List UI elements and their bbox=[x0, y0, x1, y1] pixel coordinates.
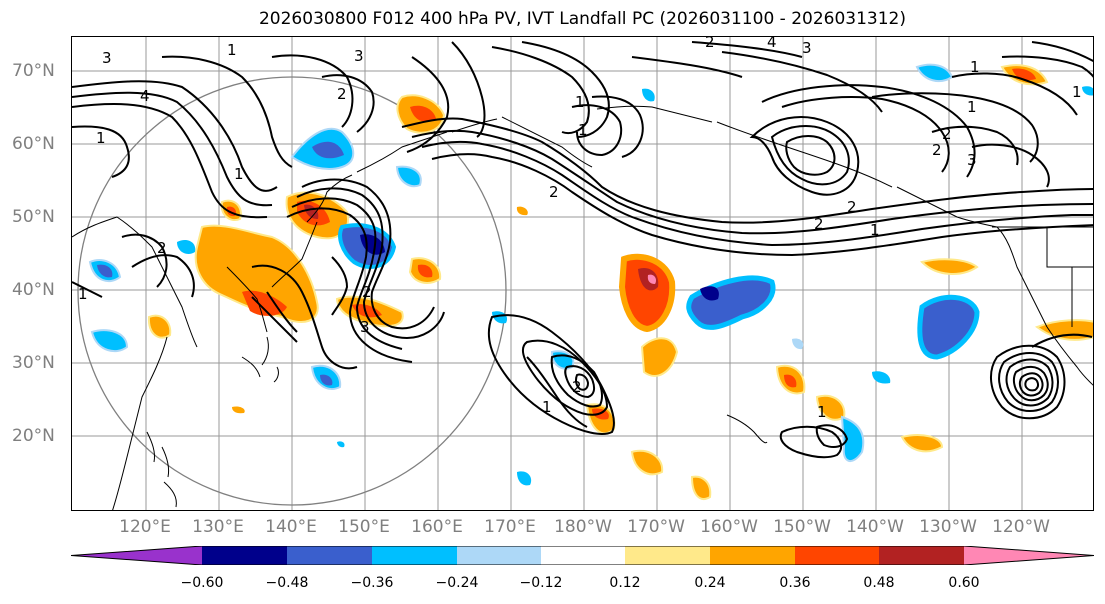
lon-label-170w: 170°W bbox=[627, 517, 685, 537]
colorbar-swatch-5 bbox=[541, 546, 625, 565]
contour-labels: 3 4 1 1 2 3 2 1 1 2 3 1 2 4 3 1 1 2 2 3 … bbox=[78, 37, 1082, 421]
lon-label-140e: 140°E bbox=[265, 517, 317, 537]
lon-label-160e: 160°E bbox=[411, 517, 463, 537]
contour-label: 1 bbox=[227, 41, 237, 59]
colorbar-swatch-9 bbox=[879, 546, 964, 565]
lon-label-150e: 150°E bbox=[338, 517, 390, 537]
contour-label: 4 bbox=[767, 37, 777, 51]
colorbar-tick-label: 0.12 bbox=[609, 575, 641, 591]
colorbar-swatch-4 bbox=[457, 546, 541, 565]
contour-label: 1 bbox=[967, 98, 977, 116]
pv-positive-anomalies bbox=[147, 64, 1093, 500]
colorbar-swatch-8 bbox=[795, 546, 879, 565]
colorbar-tick-label: 0.24 bbox=[694, 575, 726, 591]
colorbar-tick-label: 0.48 bbox=[863, 575, 895, 591]
colorbar-swatch-2 bbox=[287, 546, 372, 565]
contour-label: 1 bbox=[870, 221, 880, 239]
contour-label: 1 bbox=[970, 58, 980, 76]
contour-label: 2 bbox=[814, 215, 824, 233]
contour-label: 1 bbox=[542, 398, 552, 416]
contour-label: 4 bbox=[140, 87, 150, 105]
colorbar-swatch-3 bbox=[372, 546, 457, 565]
colorbar-swatch-6 bbox=[625, 546, 710, 565]
contour-label: 2 bbox=[337, 85, 347, 103]
colorbar-tick-label: −0.48 bbox=[265, 575, 309, 591]
lon-label-160w: 160°W bbox=[700, 517, 758, 537]
contour-label: 1 bbox=[234, 165, 244, 183]
colorbar bbox=[70, 545, 1095, 566]
colorbar-swatch-1 bbox=[202, 546, 287, 565]
colorbar-tick-label: −0.60 bbox=[180, 575, 224, 591]
contour-label: 1 bbox=[96, 129, 106, 147]
contour-label: 3 bbox=[802, 39, 812, 57]
contour-label: 1 bbox=[78, 285, 88, 303]
contour-label: 2 bbox=[847, 198, 857, 216]
contour-label: 1 bbox=[817, 403, 827, 421]
contour-label: 2 bbox=[157, 239, 167, 257]
colorbar-tick-label: −0.24 bbox=[435, 575, 479, 591]
colorbar-tick-label: 0.36 bbox=[779, 575, 811, 591]
contour-label: 2 bbox=[942, 125, 952, 143]
lon-label-130e: 130°E bbox=[192, 517, 244, 537]
colorbar-svg bbox=[70, 545, 1095, 566]
contour-label: 2 bbox=[549, 183, 559, 201]
lon-label-140w: 140°W bbox=[846, 517, 904, 537]
contour-label: 2 bbox=[705, 37, 715, 51]
colorbar-swatch-7 bbox=[710, 546, 795, 565]
contour-label: 3 bbox=[102, 49, 112, 67]
contour-label: 1 bbox=[575, 93, 585, 111]
map-panel: 3 4 1 1 2 3 2 1 1 2 3 1 2 4 3 1 1 2 2 3 … bbox=[71, 36, 1094, 511]
colorbar-tick-label: −0.36 bbox=[350, 575, 394, 591]
lat-label-30n: 30°N bbox=[12, 353, 55, 373]
lon-label-120w: 120°W bbox=[992, 517, 1050, 537]
contour-label: 2 bbox=[572, 378, 582, 396]
lon-label-130w: 130°W bbox=[919, 517, 977, 537]
lon-label-180w: 180°W bbox=[554, 517, 612, 537]
pv-contours bbox=[72, 41, 1093, 459]
figure-title: 2026030800 F012 400 hPa PV, IVT Landfall… bbox=[258, 9, 906, 29]
contour-label: 3 bbox=[967, 151, 977, 169]
lat-label-40n: 40°N bbox=[12, 280, 55, 300]
lat-label-60n: 60°N bbox=[12, 134, 55, 154]
lon-label-120e: 120°E bbox=[119, 517, 171, 537]
colorbar-swatch-0 bbox=[71, 546, 202, 565]
lon-label-150w: 150°W bbox=[773, 517, 831, 537]
colorbar-tick-label: 0.60 bbox=[948, 575, 980, 591]
lat-label-50n: 50°N bbox=[12, 207, 55, 227]
map-canvas: 3 4 1 1 2 3 2 1 1 2 3 1 2 4 3 1 1 2 2 3 … bbox=[72, 37, 1093, 510]
landfall-radius-circle bbox=[77, 76, 507, 506]
contour-label: 1 bbox=[578, 121, 588, 139]
contour-label: 3 bbox=[354, 47, 364, 65]
contour-label: 2 bbox=[362, 283, 372, 301]
contour-label: 2 bbox=[932, 141, 942, 159]
contour-label: 1 bbox=[1072, 83, 1082, 101]
contour-label: 3 bbox=[360, 318, 370, 336]
colorbar-swatch-10 bbox=[964, 546, 1094, 565]
colorbar-tick-label: −0.12 bbox=[519, 575, 563, 591]
lon-label-170e: 170°E bbox=[484, 517, 536, 537]
lat-label-70n: 70°N bbox=[12, 61, 55, 81]
lat-label-20n: 20°N bbox=[12, 426, 55, 446]
